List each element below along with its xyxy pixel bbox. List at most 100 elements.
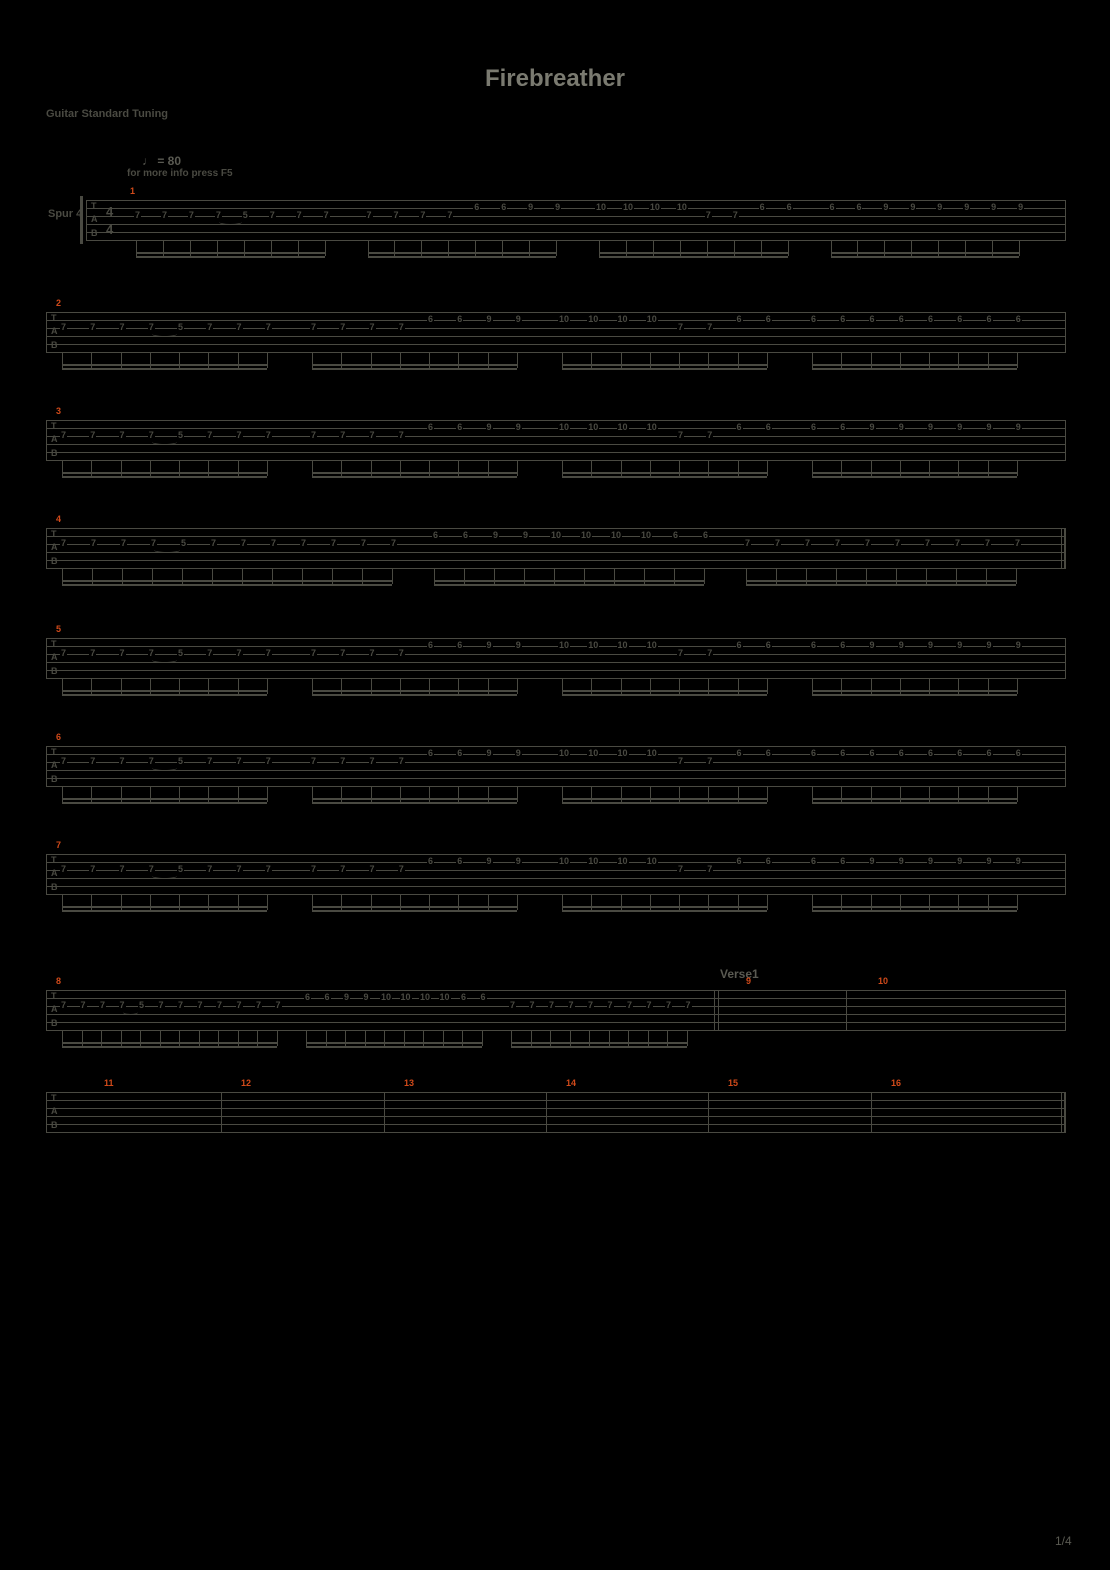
beam (312, 476, 517, 478)
tab-note: 6 (759, 203, 766, 212)
tab-note: 7 (119, 649, 126, 658)
tab-note: 6 (927, 749, 934, 758)
tab-note: 5 (177, 865, 184, 874)
beam (62, 364, 267, 366)
tab-note: 6 (736, 315, 743, 324)
tab-note: 7 (339, 323, 346, 332)
staff-line (46, 552, 1066, 553)
note-stem (267, 460, 268, 476)
tab-note: 6 (427, 641, 434, 650)
note-stem (1017, 678, 1018, 694)
tab-note: 7 (323, 211, 330, 220)
tab-note: 5 (180, 539, 187, 548)
tab-note: 10 (610, 531, 622, 540)
barline (46, 638, 47, 678)
note-stem (1017, 894, 1018, 910)
tempo-note-symbol: ♩ (142, 154, 154, 168)
beam (812, 802, 1017, 804)
tab-note: 6 (456, 641, 463, 650)
barline (46, 854, 47, 894)
tab-note: 7 (509, 1001, 516, 1010)
tab-note: 6 (956, 315, 963, 324)
barline (46, 528, 47, 568)
tab-note: 7 (60, 539, 67, 548)
tab-staff: TAB3777757777777669910101010776666999999 (46, 420, 1066, 500)
tab-note: 7 (89, 865, 96, 874)
tab-note: 7 (60, 323, 67, 332)
tab-clef-letter: T (51, 313, 57, 323)
tab-note: 9 (1015, 857, 1022, 866)
tab-note: 7 (369, 431, 376, 440)
tab-note: 6 (839, 641, 846, 650)
measure-number: 16 (891, 1078, 901, 1088)
tab-note: 6 (427, 857, 434, 866)
tab-note: 6 (765, 423, 772, 432)
beam (599, 252, 788, 254)
tab-note: 5 (177, 649, 184, 658)
tab-note: 7 (446, 211, 453, 220)
beam (312, 364, 517, 366)
tab-note: 5 (138, 1001, 145, 1010)
tab-note: 7 (330, 539, 337, 548)
beam (812, 910, 1017, 912)
tab-note: 10 (439, 993, 451, 1002)
tab-note: 7 (398, 323, 405, 332)
tab-note: 7 (206, 431, 213, 440)
tab-note: 7 (236, 757, 243, 766)
barline (46, 420, 47, 460)
beam (62, 798, 267, 800)
tab-note: 5 (242, 211, 249, 220)
tab-note: 9 (869, 641, 876, 650)
tab-note: 10 (617, 315, 629, 324)
tab-note: 6 (898, 315, 905, 324)
tab-note: 7 (255, 1001, 262, 1010)
tab-note: 7 (269, 211, 276, 220)
tab-note: 7 (568, 1001, 575, 1010)
staff-line (46, 1124, 1066, 1125)
tab-note: 9 (486, 315, 493, 324)
tuning-label: Guitar Standard Tuning (46, 108, 168, 120)
barline (1065, 420, 1066, 460)
beam (562, 368, 767, 370)
tab-note: 6 (810, 641, 817, 650)
tab-note: 6 (1015, 315, 1022, 324)
tab-clef-letter: B (51, 448, 58, 458)
tab-note: 6 (736, 749, 743, 758)
beam (136, 252, 325, 254)
tab-staff: TAB7777757777777669910101010776666999999 (46, 854, 1066, 934)
tab-note: 7 (529, 1001, 536, 1010)
tab-note: 7 (706, 323, 713, 332)
measure-number: 6 (56, 732, 61, 742)
tab-note: 6 (869, 315, 876, 324)
tab-note: 7 (548, 1001, 555, 1010)
timesig-denominator: 4 (106, 222, 113, 237)
tab-note: 10 (595, 203, 607, 212)
staff-line (46, 670, 1066, 671)
note-stem (1019, 240, 1020, 256)
tab-note: 9 (515, 857, 522, 866)
tab-note: 7 (265, 323, 272, 332)
tab-clef-letter: T (51, 991, 57, 1001)
tab-note: 10 (617, 641, 629, 650)
tab-note: 10 (646, 423, 658, 432)
tab-note: 10 (646, 749, 658, 758)
beam (511, 1046, 687, 1048)
tab-note: 6 (736, 423, 743, 432)
barline (1065, 854, 1066, 894)
staff-line (46, 654, 1066, 655)
note-stem (517, 352, 518, 368)
barline (1065, 638, 1066, 678)
tab-staff: TAB4417777577777776699101010107766669999… (86, 200, 1066, 280)
tab-note: 7 (744, 539, 751, 548)
tab-note: 7 (677, 431, 684, 440)
barline (1065, 746, 1066, 786)
tab-note: 6 (480, 993, 487, 1002)
tab-note: 7 (60, 865, 67, 874)
staff-line (46, 662, 1066, 663)
tab-note: 7 (646, 1001, 653, 1010)
tab-note: 7 (265, 865, 272, 874)
tab-clef-letter: B (51, 1018, 58, 1028)
tab-note: 7 (119, 431, 126, 440)
tab-note: 7 (366, 211, 373, 220)
tab-clef-letter: T (51, 1093, 57, 1103)
